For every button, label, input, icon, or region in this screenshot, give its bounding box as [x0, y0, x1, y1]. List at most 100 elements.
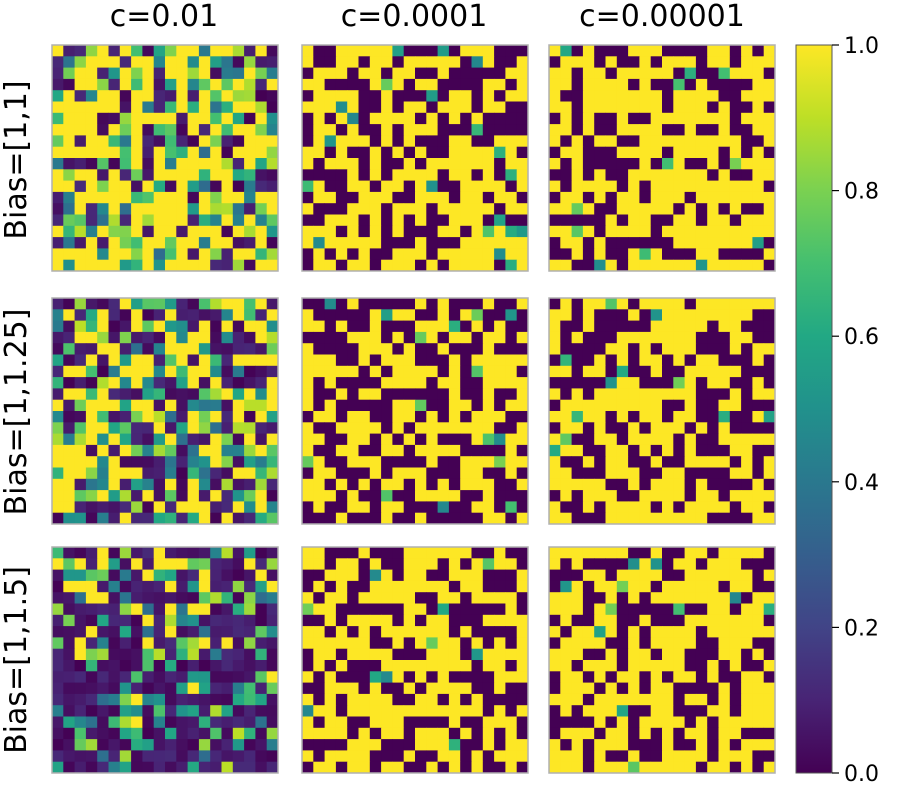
heatmap-cell [426, 592, 438, 604]
heatmap-cell [763, 90, 776, 102]
heatmap-cell [471, 377, 484, 389]
heatmap-cell [187, 191, 200, 204]
heatmap-cell [437, 626, 450, 638]
heatmap-cell [369, 467, 382, 480]
heatmap-cell [415, 320, 427, 333]
heatmap-cell [210, 124, 222, 136]
heatmap-cell [392, 411, 405, 423]
heatmap-cell [437, 411, 450, 423]
heatmap-cell [639, 78, 652, 91]
heatmap-cell [369, 614, 382, 627]
heatmap-cell [221, 433, 234, 446]
heatmap-cell [131, 558, 143, 570]
heatmap-cell [415, 614, 427, 627]
heatmap-cell [560, 248, 572, 261]
heatmap-cell [471, 259, 484, 272]
heatmap-cell [605, 169, 618, 181]
heatmap-cell [415, 558, 427, 570]
heatmap-cell [471, 512, 484, 525]
heatmap-cell [448, 467, 461, 480]
heatmap-cell [482, 112, 495, 125]
heatmap-cell [358, 225, 371, 238]
heatmap-cell [221, 512, 234, 525]
heatmap-cell [560, 158, 572, 170]
heatmap-cell [684, 580, 697, 593]
heatmap-cell [482, 354, 495, 367]
heatmap-cell [313, 90, 325, 102]
heatmap-cell [244, 761, 256, 774]
heatmap-cell [482, 388, 495, 401]
heatmap-cell [594, 592, 606, 604]
heatmap-cell [153, 693, 166, 706]
heatmap-cell [119, 259, 132, 272]
heatmap-cell [108, 388, 121, 401]
heatmap-cell [639, 444, 652, 457]
heatmap-cell [616, 124, 629, 136]
heatmap-cell [63, 739, 75, 751]
heatmap-cell [255, 388, 268, 401]
heatmap-cell [153, 191, 166, 204]
heatmap-cell [97, 343, 109, 355]
heatmap-cell [108, 569, 121, 582]
heatmap-cell [505, 67, 518, 80]
heatmap-cell [707, 614, 719, 627]
heatmap-cell [52, 411, 64, 423]
heatmap-cell [392, 727, 405, 740]
heatmap-cell [482, 422, 495, 434]
heatmap-cell [176, 411, 188, 423]
heatmap-cell [426, 716, 438, 729]
heatmap-cell [741, 169, 753, 181]
heatmap-cell [142, 298, 155, 310]
heatmap-cell [210, 225, 222, 238]
heatmap-cell [244, 648, 256, 661]
heatmap-cell [582, 248, 595, 261]
heatmap-cell [244, 320, 256, 333]
heatmap-cell [165, 614, 177, 627]
heatmap-cell [255, 320, 268, 333]
heatmap-cell [605, 331, 618, 344]
heatmap-cell [571, 124, 584, 136]
heatmap-cell [108, 626, 121, 638]
heatmap-cell [718, 135, 731, 148]
heatmap-cell [571, 298, 584, 310]
heatmap-cell [639, 761, 652, 774]
heatmap-cell [369, 191, 382, 204]
heatmap-cell [707, 388, 719, 401]
heatmap-cell [131, 248, 143, 261]
heatmap-cell [187, 739, 200, 751]
heatmap-cell [707, 682, 719, 695]
heatmap-cell [142, 592, 155, 604]
heatmap-cell [324, 580, 337, 593]
heatmap-cell [729, 399, 742, 412]
heatmap-cell [63, 124, 75, 136]
heatmap-cell [662, 45, 674, 57]
heatmap-cell [74, 739, 87, 751]
heatmap-cell [516, 309, 529, 321]
heatmap-cell [571, 614, 584, 627]
heatmap-cell [471, 580, 484, 593]
heatmap-cell [165, 444, 177, 457]
heatmap-cell [616, 309, 629, 321]
heatmap-cell [324, 739, 337, 751]
heatmap-cell [347, 45, 359, 57]
heatmap-cell [707, 660, 719, 672]
heatmap-cell [752, 331, 765, 344]
heatmap-cell [639, 331, 652, 344]
heatmap-cell [165, 626, 177, 638]
heatmap-cell [244, 467, 256, 480]
heatmap-cell [232, 101, 245, 114]
heatmap-cell [85, 388, 98, 401]
heatmap-cell [210, 78, 222, 91]
heatmap-cell [741, 750, 753, 763]
heatmap-cell [482, 56, 495, 68]
heatmap-cell [244, 399, 256, 412]
heatmap-cell [266, 614, 279, 627]
heatmap-cell [460, 558, 472, 570]
heatmap-cell [392, 309, 405, 321]
heatmap-cell [639, 490, 652, 502]
heatmap-cell [560, 739, 572, 751]
heatmap-cell [471, 660, 484, 672]
heatmap-cell [381, 158, 393, 170]
heatmap-cell [571, 705, 584, 717]
heatmap-cell [684, 388, 697, 401]
